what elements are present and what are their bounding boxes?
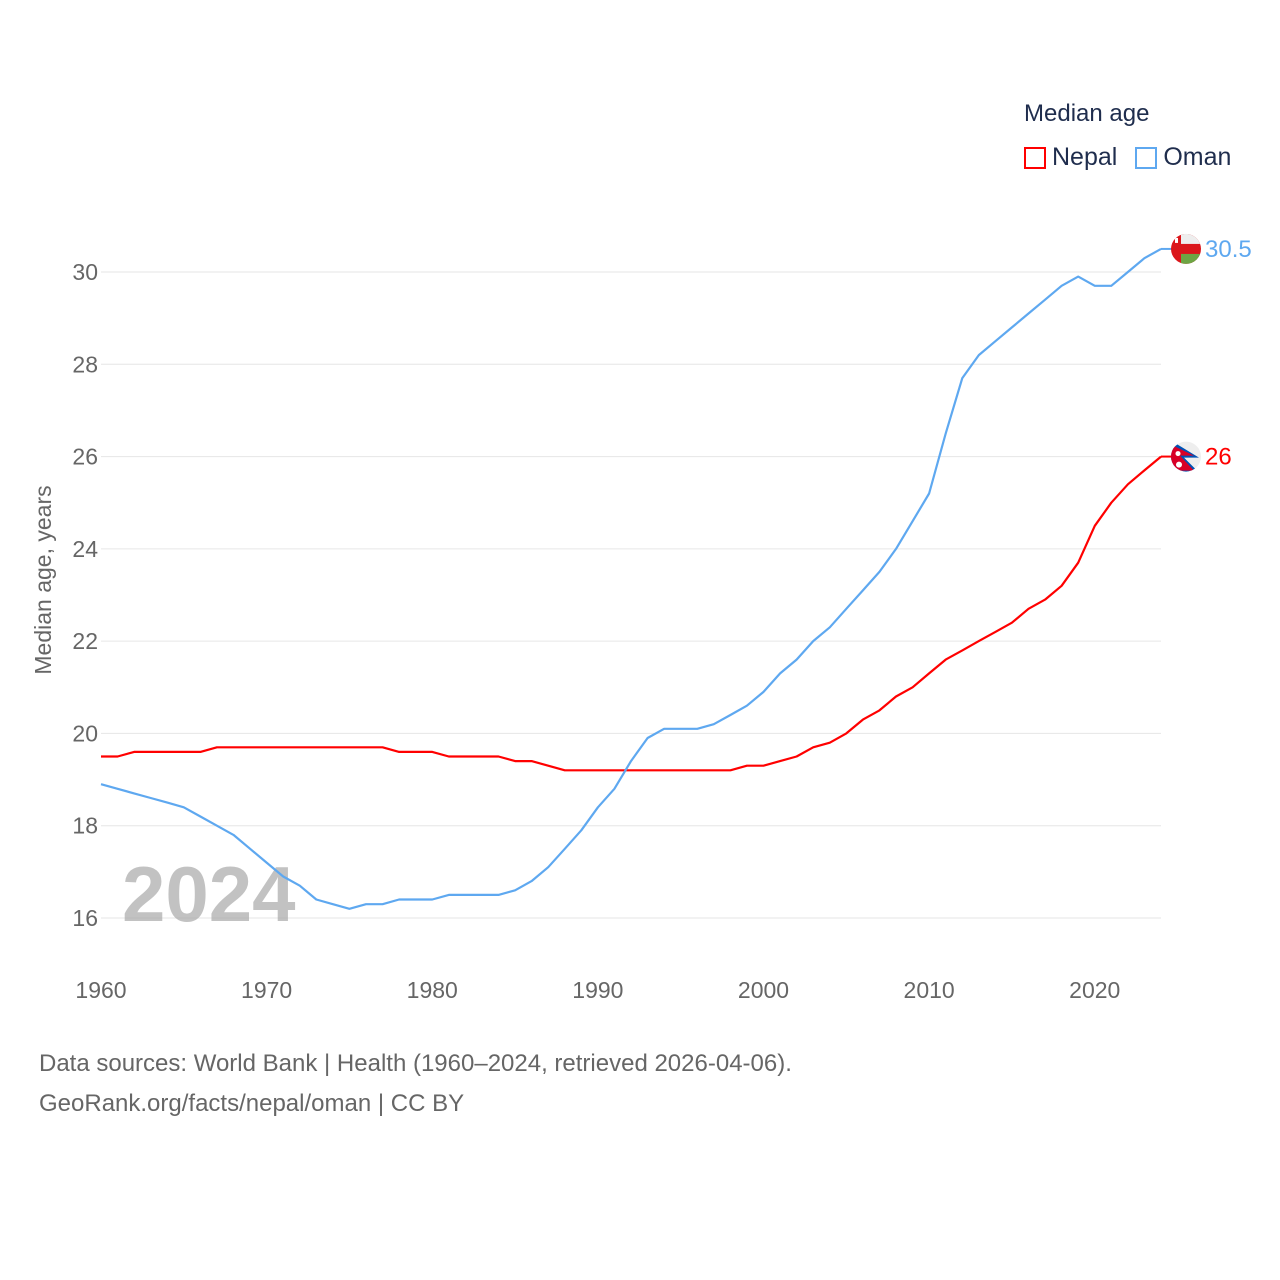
legend-item-oman[interactable]: Oman [1135,143,1231,172]
series-lines [100,247,1162,910]
legend-label-nepal: Nepal [1052,143,1118,171]
flag-green [1181,253,1201,264]
flag-body [1171,441,1201,472]
data-sources-text: Data sources: World Bank | Health (1960–… [39,1050,792,1077]
y-axis-ticks: 16 18 20 22 24 26 28 30 [72,259,98,931]
y-tick-label: 24 [72,536,98,562]
end-value-label-oman: 30.5 [1205,236,1252,263]
legend-swatch-nepal [1024,146,1046,169]
legend: Nepal Oman [1024,143,1231,172]
flag-moon [1175,451,1181,457]
year-watermark: 2024 [122,850,296,938]
y-tick-label: 26 [72,444,98,470]
footer: Data sources: World Bank | Health (1960–… [39,1044,792,1124]
y-axis-label: Median age, years [30,485,56,674]
x-tick-label: 1980 [407,977,458,1003]
x-tick-label: 2010 [904,977,955,1003]
y-tick-label: 16 [72,905,98,931]
x-tick-label: 2020 [1069,977,1120,1003]
y-tick-label: 30 [72,259,98,285]
nepal-flag-icon [1171,441,1201,472]
flag-emblem [1175,237,1178,243]
series-line-oman [100,247,1162,910]
x-tick-label: 2000 [738,977,789,1003]
x-tick-label: 1990 [572,977,623,1003]
legend-title: Median age [1024,100,1150,127]
x-tick-label: 1960 [75,977,126,1003]
y-tick-label: 22 [72,628,98,654]
x-axis-ticks: 1960 1970 1980 1990 2000 2010 2020 [75,977,1120,1003]
gridlines [101,271,1161,919]
end-value-label-nepal: 26 [1205,444,1232,471]
flag-white [1181,233,1201,244]
flag-sun [1176,461,1182,468]
source-link[interactable]: GeoRank.org/facts/nepal/oman | CC BY [39,1090,465,1117]
legend-label-oman: Oman [1163,143,1232,171]
series-end-markers: 26 30.5 [1161,233,1252,472]
y-tick-label: 18 [72,813,98,839]
y-tick-label: 20 [72,720,98,746]
flag-body [1171,233,1201,264]
series-line-nepal [101,455,1162,772]
legend-item-nepal[interactable]: Nepal [1024,143,1117,172]
x-tick-label: 1970 [241,977,292,1003]
oman-flag-icon [1171,233,1201,264]
y-tick-label: 28 [72,351,98,377]
legend-swatch-oman [1135,146,1158,169]
